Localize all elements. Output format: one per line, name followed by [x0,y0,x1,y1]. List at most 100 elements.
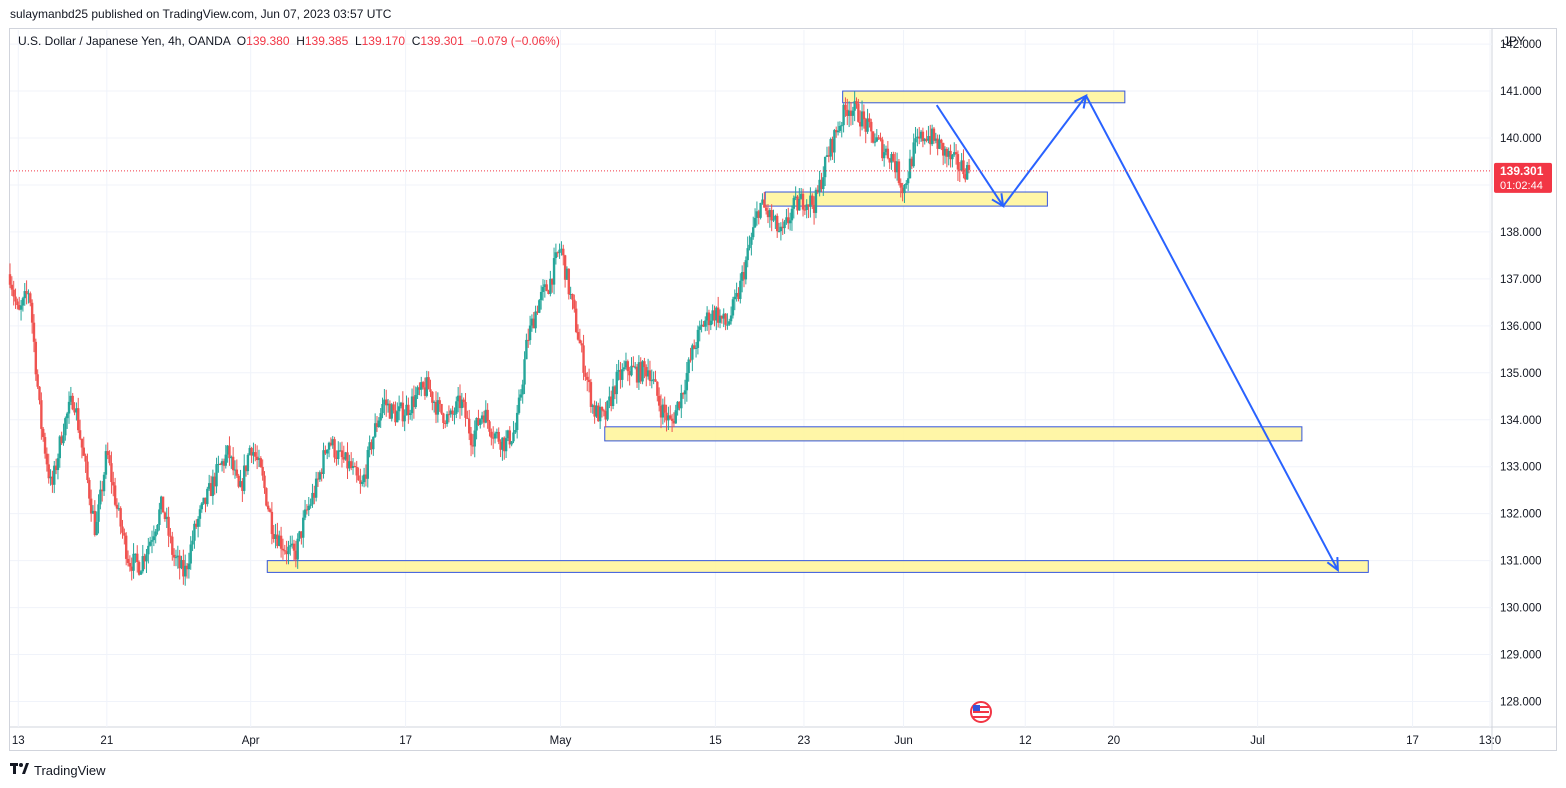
candle-body [897,161,901,184]
candle-body [233,469,237,471]
candle-body [497,431,500,442]
candle-body [921,131,925,142]
candle-body [829,139,832,157]
candle-body [344,452,347,460]
candle-body [445,414,449,424]
candle-body [811,195,814,205]
candle-body [910,158,914,167]
y-tick-label: 140.000 [1500,133,1542,145]
candle-body [180,559,183,569]
projection-arrows[interactable] [935,93,1339,573]
candle-body [838,126,842,131]
us-flag-icon[interactable] [970,701,992,723]
candle-body [171,536,174,555]
zones[interactable] [266,90,1369,573]
candle-body [724,313,727,325]
candle-body [855,101,858,104]
candle-body [639,362,642,382]
y-tick-label: 134.000 [1500,415,1542,427]
candle-body [438,400,441,404]
tradingview-logo-icon [10,762,30,778]
candle-body [239,481,242,487]
candle-body [403,415,406,422]
candle-body [543,284,547,287]
candle-body [215,464,218,487]
candle-body [503,437,506,452]
candle-body [870,121,873,132]
candle-body [573,299,576,309]
candle-body [663,404,666,413]
candle-body [530,318,534,326]
candle-body [499,441,502,450]
candle-body [314,478,318,498]
candle-body [38,386,41,401]
candle-body [528,325,532,341]
candle-body [792,197,796,209]
candle-body [161,496,165,513]
projection-arrow-line[interactable] [1085,95,1339,571]
candle-body [292,543,296,551]
candle-body [574,308,578,333]
candle-body [770,210,773,221]
candle-body [303,509,307,518]
candle-body [934,138,938,141]
candle-body [77,408,80,431]
grid [10,29,1556,750]
candle-body [563,255,567,280]
support-resistance-zone[interactable] [842,90,1126,104]
candle-body [600,407,604,411]
support-resistance-zone[interactable] [604,426,1303,442]
candle-body [591,405,594,407]
candle-body [25,291,28,294]
candle-body [130,566,133,571]
x-tick-label: Jul [1250,735,1265,747]
candle-body [418,387,421,390]
projection-arrow-line[interactable] [935,104,1004,207]
last-price-tag-bg [1494,162,1552,193]
candle-body [748,244,751,249]
candle-body [731,299,735,316]
candle-body [64,418,67,436]
y-tick-label: 135.000 [1500,368,1542,380]
candle-body [18,305,21,310]
candle-body [108,455,111,464]
candle-body [399,402,403,407]
candle-body [396,411,399,423]
candle-body [560,248,563,250]
candle-body [886,148,890,159]
candle-body [434,401,438,415]
candle-body [539,291,543,301]
candle-body [652,379,655,381]
candle-body [729,315,733,322]
projection-arrow-line[interactable] [1002,95,1087,207]
candle-body [14,296,17,302]
candle-body [329,442,333,446]
candle-body [47,464,50,479]
candle-body [927,136,930,141]
candle-body [305,509,309,511]
tradingview-brand[interactable]: TradingView [10,762,106,778]
candle-body [495,431,499,434]
candle-body [364,474,368,479]
candle-body [8,274,12,285]
candle-body [932,128,936,141]
candle-body [95,521,98,536]
candle-body [97,504,100,522]
candle-body [906,178,910,184]
candle-body [654,379,657,382]
candle-body [918,136,921,139]
candle-body [385,399,388,406]
x-axis: 13 21 Apr 17 May 15 23 Jun 12 20 Jul 17 13:0 [12,735,1501,747]
candle-body [451,410,454,415]
candle-body [456,395,460,402]
support-resistance-zone[interactable] [266,560,1369,573]
candle-body [764,207,768,211]
candle-body [80,438,84,448]
candle-body [552,258,556,285]
support-resistance-zone[interactable] [764,191,1048,207]
candle-body [246,454,250,472]
candle-body [407,404,410,415]
candle-body [421,382,425,388]
candle-body [740,272,744,281]
